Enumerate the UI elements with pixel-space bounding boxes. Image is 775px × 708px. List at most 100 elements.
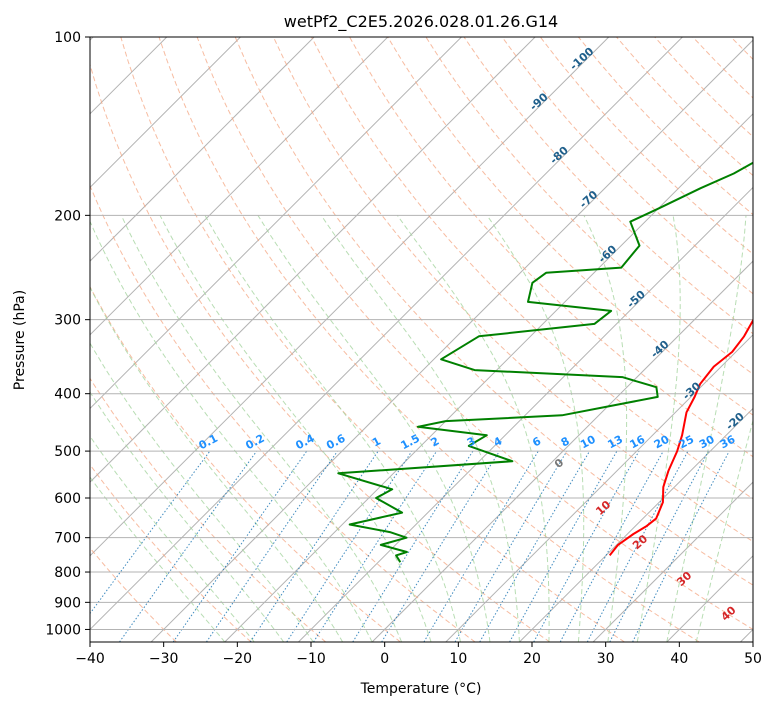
moist-adiabat-line [204, 215, 461, 642]
moist-adiabat-line [90, 435, 255, 642]
mixing-ratio-line [249, 450, 379, 642]
mixing-ratio-line [533, 450, 640, 642]
mixing-ratio-label: 0.1 [197, 432, 220, 453]
isotherm-line [740, 628, 753, 642]
isotherm-line [519, 407, 753, 642]
mixing-ratio-label: 0.4 [293, 432, 317, 453]
dry-adiabat-line [539, 37, 753, 255]
dry-adiabat-line [90, 62, 551, 642]
mixing-ratio-line [423, 450, 539, 642]
dry-adiabat-line [654, 37, 753, 138]
isotherm-line [90, 37, 610, 557]
x-tick-label: −40 [75, 651, 105, 667]
mixing-ratio-line [172, 450, 308, 642]
y-tick-label: 300 [54, 313, 81, 329]
mixing-ratio-label: 13 [605, 433, 625, 452]
mixing-ratio-label: 8 [559, 434, 572, 449]
dry-adiabat-line [311, 37, 753, 500]
isotherm-line [371, 260, 753, 642]
moist-adiabat-label: 10 [593, 498, 613, 518]
dry-adiabat-label: -10 [770, 437, 775, 460]
y-tick-label: 200 [54, 208, 81, 224]
mixing-ratio-line [586, 450, 689, 642]
dry-adiabat-line [463, 37, 753, 335]
x-tick-label: 40 [670, 651, 688, 667]
dry-adiabat-label: -70 [577, 188, 601, 211]
isotherm-line [90, 37, 315, 262]
isotherm-line [224, 113, 753, 642]
dewpoint-profile-line [337, 161, 753, 563]
mixing-ratio-line [313, 450, 438, 642]
x-tick-label: −10 [296, 651, 326, 667]
dry-adiabat-line [272, 37, 753, 543]
moist-adiabat-line [120, 215, 403, 642]
isotherm-line [90, 37, 241, 189]
dry-adiabat-line [196, 37, 753, 630]
mixing-ratio-label: 10 [578, 433, 598, 452]
y-tick-label: 700 [54, 531, 81, 547]
moist-adiabat-label: 40 [719, 603, 739, 623]
y-axis: 100 200 300 400 500 600 700 800 900 1000 [45, 30, 90, 638]
moist-adiabat-line [636, 215, 681, 642]
line-label-layer: -100-90-80-70-60-50-40-30-20-10010203040… [197, 45, 775, 624]
mixing-ratio-label: 30 [697, 433, 717, 452]
x-tick-label: −30 [149, 651, 179, 667]
mixing-ratio-line [119, 450, 258, 642]
mixing-ratio-label: 20 [652, 433, 672, 452]
x-axis-label: Temperature (°C) [360, 681, 482, 697]
dry-adiabat-line [616, 37, 753, 177]
y-tick-label: 1000 [45, 622, 81, 638]
isotherm-line [90, 37, 536, 483]
x-tick-label: −20 [223, 651, 253, 667]
x-tick-label: 10 [449, 651, 467, 667]
moist-adiabat-line [486, 215, 585, 642]
dry-adiabat-line [425, 37, 753, 375]
dry-adiabat-label: -20 [723, 410, 747, 433]
dry-adiabat-line [501, 37, 753, 295]
mixing-ratio-line [454, 450, 568, 642]
pressure-grid [90, 36, 753, 630]
y-tick-label: 600 [54, 491, 81, 507]
dry-adiabat-label: -100 [567, 45, 596, 73]
dry-adiabat-line [90, 463, 252, 642]
x-tick-label: 50 [744, 651, 762, 667]
moist-adiabat-line [257, 215, 491, 642]
dry-adiabat-label: -80 [547, 144, 571, 167]
dry-adiabat-line [158, 37, 700, 642]
temperature-profile-line [608, 318, 753, 557]
dry-adiabat-label: -40 [648, 338, 672, 361]
dry-adiabat-line [90, 184, 476, 642]
mixing-ratio-line [90, 450, 211, 615]
x-tick-label: 20 [523, 651, 541, 667]
isotherm-line [666, 555, 753, 642]
isotherm-line [150, 39, 753, 642]
mixing-ratio-label: 6 [530, 434, 543, 449]
moist-adiabat-line [159, 215, 432, 642]
x-axis: −40 −30 −20 −10 0 10 20 30 40 50 [75, 642, 762, 667]
y-tick-label: 900 [54, 595, 81, 611]
moist-adiabat-line [90, 286, 344, 642]
mixing-ratio-line [609, 450, 709, 642]
moist-adiabat-line [90, 220, 373, 642]
moist-adiabat-line [90, 391, 285, 642]
dry-adiabat-line [90, 547, 177, 642]
dry-adiabat-line [387, 37, 753, 416]
y-axis-label: Pressure (hPa) [12, 290, 28, 390]
dry-adiabat-label: -60 [596, 243, 620, 266]
mixing-ratio-line [286, 450, 413, 642]
dry-adiabat-label: -90 [527, 90, 551, 113]
mixing-ratio-line [352, 450, 474, 642]
dry-adiabat-label: -50 [624, 288, 648, 311]
moist-adiabat-line [666, 215, 747, 642]
mixing-ratio-line [559, 450, 664, 642]
dry-adiabat-line [120, 37, 625, 642]
mixing-ratio-label: 16 [628, 433, 648, 452]
mixing-ratio-line [632, 450, 730, 642]
mixing-ratio-label: 25 [677, 433, 697, 452]
mixing-ratio-label: 1.5 [399, 432, 422, 453]
moist-adiabat-line [695, 418, 753, 642]
background-lines [90, 37, 753, 642]
moist-adiabat-line [90, 476, 226, 642]
chart-title: wetPf2_C2E5.2026.028.01.26.G14 [284, 12, 558, 32]
